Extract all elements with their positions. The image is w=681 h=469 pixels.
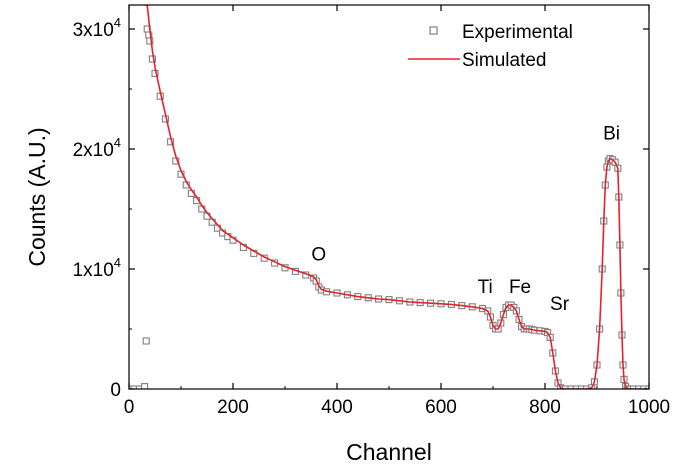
experimental-point [572,385,580,389]
x-axis-title: Channel [346,439,432,465]
y-tick-label: 1x104 [73,255,121,281]
y-tick-label: 2x104 [73,135,121,161]
plot-frame [128,4,650,390]
legend: Experimental Simulated [408,22,573,71]
experimental-point [146,37,154,45]
peak-label-sr: Sr [550,294,570,315]
y-axis: 0 1x104 2x104 3x104 [73,15,649,401]
legend-marker-experimental [429,26,438,35]
legend-label-experimental: Experimental [462,22,573,43]
series-simulated-line [144,5,649,389]
x-tick-label: 600 [425,397,457,418]
peak-annotations: O Ti Fe Sr Bi [311,123,620,314]
experimental-point [645,385,649,389]
series-layer [129,5,649,389]
x-tick-label: 0 [124,397,135,418]
y-axis-title: Counts (A.U.) [24,127,50,266]
x-tick-label: 800 [529,397,561,418]
experimental-point [148,55,156,63]
experimental-point [562,385,570,389]
legend-label-simulated: Simulated [462,50,547,71]
x-tick-label: 1000 [628,397,670,418]
experimental-point [577,385,585,389]
experimental-point [640,385,648,389]
experimental-point [141,383,149,389]
peak-label-o: O [311,245,326,266]
experimental-point [129,385,133,389]
y-tick-label: 0 [110,380,121,401]
x-tick-label: 400 [321,397,353,418]
peak-label-ti: Ti [478,277,493,298]
peak-label-bi: Bi [603,123,620,144]
experimental-point [635,385,643,389]
experimental-point [583,385,591,389]
experimental-point [135,385,143,389]
experimental-point [567,385,575,389]
experimental-point [142,337,150,345]
peak-label-fe: Fe [509,277,531,298]
x-tick-label: 200 [217,397,249,418]
x-axis: 0 200 400 600 800 1000 [124,5,670,418]
y-tick-label: 3x104 [73,15,121,41]
experimental-point [130,385,138,389]
experimental-point [629,385,637,389]
